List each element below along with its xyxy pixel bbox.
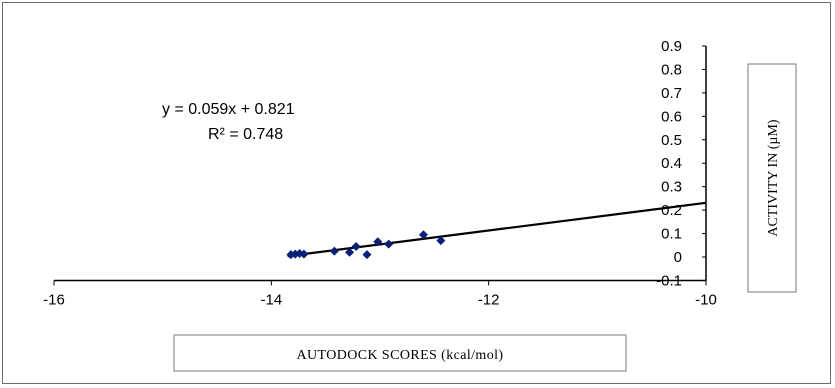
data-point <box>418 230 428 240</box>
data-point <box>329 246 339 256</box>
y-tick-label: 0 <box>674 249 682 266</box>
x-tick-label: -12 <box>478 291 500 308</box>
y-tick-label: 0.2 <box>661 202 682 219</box>
y-axis-label: ACTIVITY IN (µM) <box>766 119 781 237</box>
data-point <box>345 247 355 257</box>
y-tick-label: 0.6 <box>661 108 682 125</box>
data-point <box>351 241 361 251</box>
x-tick-label: -10 <box>695 291 717 308</box>
x-axis-label-box: AUTODOCK SCORES (kcal/mol) <box>173 334 627 372</box>
y-axis-label-box: ACTIVITY IN (µM) <box>747 63 797 293</box>
y-tick-label: -0.1 <box>656 272 682 289</box>
chart-frame <box>2 2 831 384</box>
y-ticks: 0.9 0.8 0.7 0.6 0.5 0.4 0.3 0.2 0.1 0 -0.1 <box>656 38 706 289</box>
y-tick-label: 0.5 <box>661 132 682 149</box>
data-point <box>373 237 383 247</box>
x-tick-label: -16 <box>43 291 65 308</box>
y-tick-label: 0.3 <box>661 179 682 196</box>
data-points <box>286 230 446 260</box>
x-axis-label: AUTODOCK SCORES (kcal/mol) <box>297 348 504 363</box>
data-point <box>384 239 394 249</box>
trendline <box>287 201 707 258</box>
x-ticks: -16 -14 -12 -10 <box>43 280 717 308</box>
trendline-equation: y = 0.059x + 0.821 <box>162 101 295 118</box>
y-tick-label: 0.4 <box>661 155 682 172</box>
data-point <box>299 249 309 259</box>
y-tick-label: 0.1 <box>661 226 682 243</box>
x-tick-label: -14 <box>260 291 282 308</box>
data-point <box>362 250 372 260</box>
y-tick-label: 0.9 <box>661 38 682 55</box>
y-tick-label: 0.8 <box>661 61 682 78</box>
y-tick-label: 0.7 <box>661 85 682 102</box>
r-squared-label: R² = 0.748 <box>208 126 283 143</box>
data-point <box>436 236 446 246</box>
